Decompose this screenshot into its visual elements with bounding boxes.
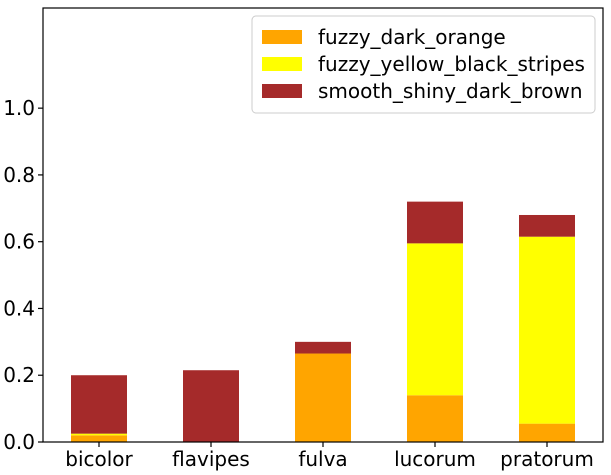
y-tick-label: 0.4 bbox=[3, 296, 35, 320]
x-axis: bicolor flavipes fulva lucorum pratorum bbox=[65, 442, 594, 471]
bar-fulva-smooth_shiny_dark_brown bbox=[295, 341, 351, 354]
bar-lucorum-smooth_shiny_dark_brown bbox=[407, 201, 463, 244]
bar-pratorum-fuzzy_dark_orange bbox=[519, 423, 575, 442]
x-tick-label-fulva: fulva bbox=[298, 447, 347, 471]
legend-label-fuzzy_yellow_black_stripes: fuzzy_yellow_black_stripes bbox=[318, 52, 585, 76]
legend-label-fuzzy_dark_orange: fuzzy_dark_orange bbox=[318, 25, 506, 49]
y-tick-label: 0.6 bbox=[3, 230, 35, 254]
bar-pratorum-fuzzy_yellow_black_stripes bbox=[519, 236, 575, 424]
legend-swatch-smooth_shiny_dark_brown bbox=[262, 84, 302, 98]
bar-bicolor-smooth_shiny_dark_brown bbox=[71, 375, 127, 434]
legend-swatch-fuzzy_dark_orange bbox=[262, 30, 302, 44]
x-tick-label-pratorum: pratorum bbox=[500, 447, 594, 471]
y-tick-label: 0.8 bbox=[3, 163, 35, 187]
bar-bicolor-fuzzy_dark_orange bbox=[71, 435, 127, 442]
y-axis: 0.0 0.2 0.4 0.6 0.8 1.0 bbox=[3, 96, 43, 454]
legend-frame bbox=[251, 15, 596, 114]
legend: fuzzy_dark_orange fuzzy_yellow_black_stri… bbox=[251, 15, 596, 114]
bars-group bbox=[71, 201, 575, 442]
bar-flavipes-smooth_shiny_dark_brown bbox=[183, 370, 239, 442]
bar-lucorum-fuzzy_yellow_black_stripes bbox=[407, 243, 463, 396]
x-tick-label-flavipes: flavipes bbox=[172, 447, 250, 471]
legend-swatch-fuzzy_yellow_black_stripes bbox=[262, 57, 302, 71]
bar-pratorum-smooth_shiny_dark_brown bbox=[519, 214, 575, 237]
y-tick-label: 0.2 bbox=[3, 363, 35, 387]
y-tick-label: 1.0 bbox=[3, 96, 35, 120]
y-tick-label: 0.0 bbox=[3, 430, 35, 454]
x-tick-label-lucorum: lucorum bbox=[394, 447, 476, 471]
plot-frame bbox=[42, 7, 604, 443]
bar-fulva-fuzzy_dark_orange bbox=[295, 353, 351, 442]
x-tick-label-bicolor: bicolor bbox=[65, 447, 133, 471]
bar-bicolor-fuzzy_yellow_black_stripes bbox=[71, 433, 127, 436]
bar-lucorum-fuzzy_dark_orange bbox=[407, 395, 463, 442]
legend-label-smooth_shiny_dark_brown: smooth_shiny_dark_brown bbox=[318, 79, 583, 103]
